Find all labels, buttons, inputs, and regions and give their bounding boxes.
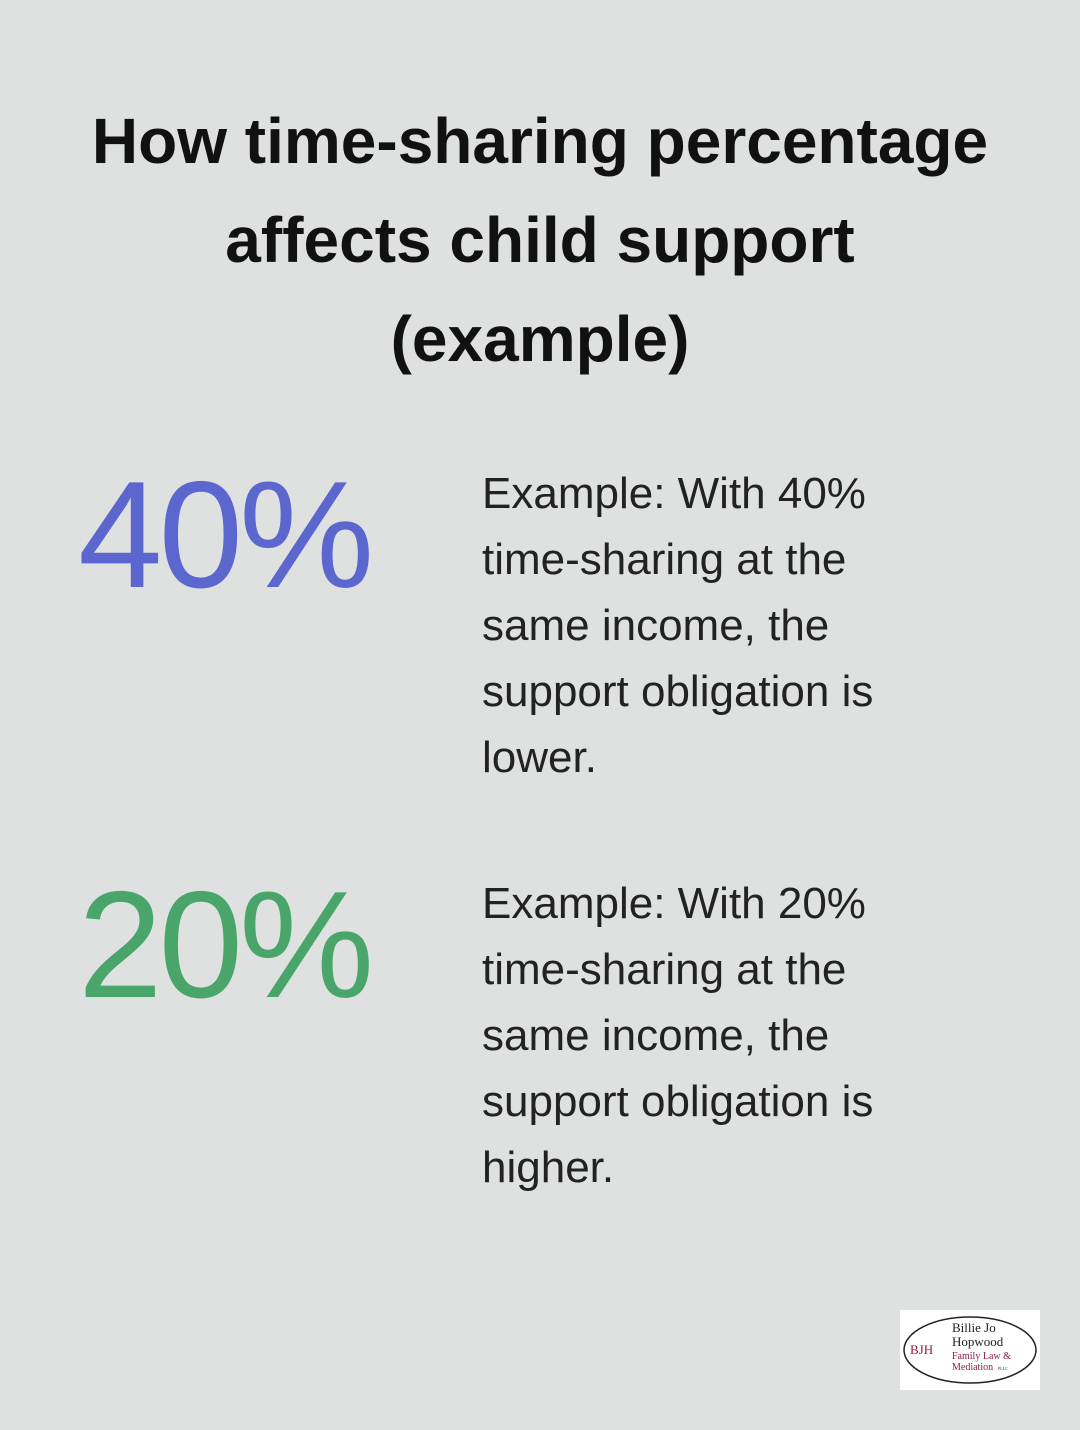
logo-name: Billie Jo [952, 1320, 996, 1335]
stat-description: Example: With 20% time-sharing at the sa… [482, 879, 874, 1192]
logo-tagline: Family Law & [952, 1351, 1011, 1362]
logo: BJH Billie Jo Hopwood Family Law & Media… [900, 1310, 1040, 1390]
stat-description: Example: With 40% time-sharing at the sa… [482, 469, 874, 782]
logo-initials: BJH [910, 1342, 934, 1357]
logo-name: Hopwood [952, 1334, 1004, 1349]
stat-value: 20% [78, 860, 374, 1030]
logo-tagline: Mediation [952, 1362, 994, 1373]
title: How time-sharing percentage affects chil… [91, 105, 989, 375]
logo-ellipse [903, 1316, 1037, 1384]
stat-value: 40% [78, 450, 374, 620]
logo-frame [903, 1316, 1037, 1384]
logo-suffix: PLLC [998, 1366, 1008, 1371]
